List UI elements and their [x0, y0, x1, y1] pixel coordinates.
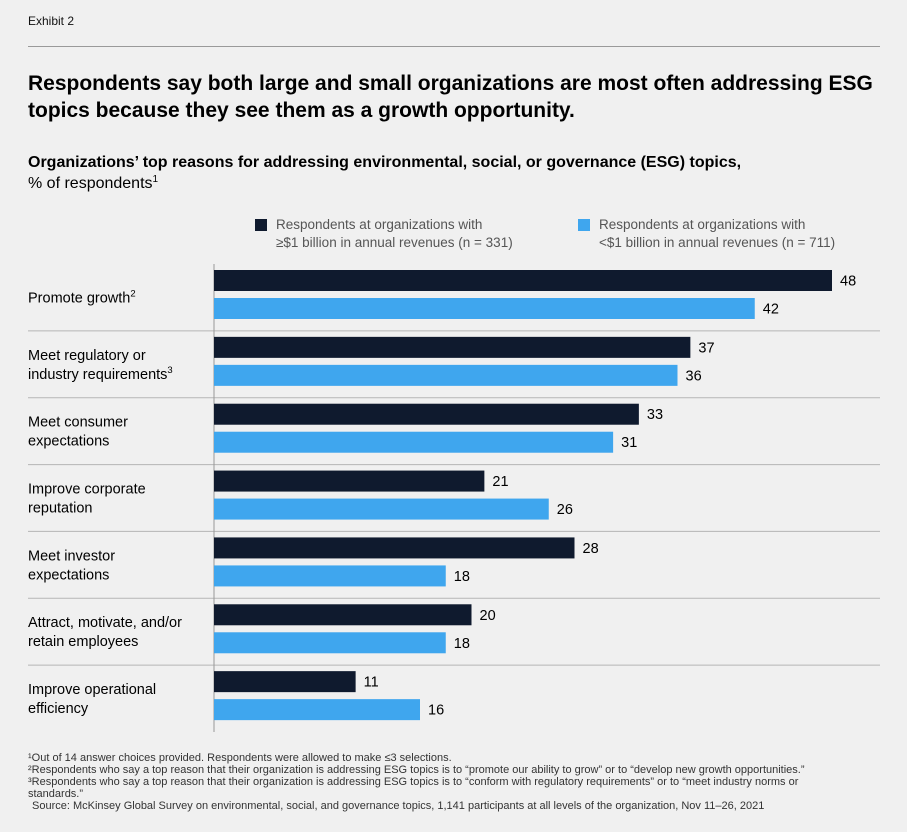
category-label: Improve corporate reputation	[28, 482, 146, 517]
value-label: 16	[428, 703, 444, 719]
footnote-3-cont: standards.”	[28, 788, 84, 800]
value-label: 20	[480, 608, 496, 624]
value-label: 21	[492, 474, 508, 490]
value-label: 33	[647, 407, 663, 423]
bar-large-orgs	[214, 537, 575, 559]
category-label: Promote growth2	[28, 288, 136, 306]
subtitle-main: Organizations’ top reasons for addressin…	[28, 154, 742, 171]
top-divider	[28, 46, 880, 47]
bar-small-orgs	[214, 364, 678, 386]
footnote-1: ¹Out of 14 answer choices provided. Resp…	[28, 752, 452, 764]
bar-small-orgs	[214, 632, 446, 654]
bar-large-orgs	[214, 604, 472, 626]
bar-large-orgs	[214, 671, 356, 693]
category-label: Improve operational efficiency	[28, 682, 156, 717]
bar-large-orgs	[214, 403, 639, 425]
legend-swatch-dark	[255, 219, 267, 231]
category-label: Meet regulatory or industry requirements3	[28, 348, 173, 383]
footnotes: ¹Out of 14 answer choices provided. Resp…	[28, 752, 888, 812]
source-note: Source: McKinsey Global Survey on enviro…	[32, 800, 765, 812]
value-label: 31	[621, 435, 637, 451]
bar-small-orgs	[214, 431, 614, 453]
legend-item-large-orgs: Respondents at organizations with ≥$1 bi…	[255, 216, 555, 252]
category-label: Meet consumer expectations	[28, 415, 128, 450]
bar-chart: Promote growth2 48 42 Meet regulatory or ind…	[28, 264, 880, 732]
legend-item-small-orgs: Respondents at organizations with <$1 bi…	[578, 216, 878, 252]
value-label: 18	[454, 636, 470, 652]
bar-small-orgs	[214, 498, 549, 520]
category-label: Attract, motivate, and/or retain employee…	[28, 615, 182, 650]
bar-large-orgs	[214, 336, 691, 358]
legend-text-light: Respondents at organizations with <$1 bi…	[599, 216, 835, 252]
legend-light-line1: Respondents at organizations with	[599, 217, 806, 232]
legend-text-dark: Respondents at organizations with ≥$1 bi…	[276, 216, 513, 252]
value-label: 48	[840, 274, 856, 290]
legend-light-line2: <$1 billion in annual revenues (n = 711)	[599, 235, 836, 250]
legend-swatch-light	[578, 219, 590, 231]
bar-small-orgs	[214, 699, 420, 721]
chart-subtitle: Organizations’ top reasons for addressin…	[28, 152, 888, 194]
value-label: 37	[698, 340, 714, 356]
value-label: 26	[557, 502, 573, 518]
bar-small-orgs	[214, 298, 755, 319]
bar-large-orgs	[214, 270, 832, 291]
footnote-3: ³Respondents who say a top reason that t…	[28, 776, 799, 788]
page-title: Respondents say both large and small org…	[28, 72, 873, 122]
subtitle-unit-text: % of respondents	[28, 175, 153, 192]
value-label: 42	[763, 302, 779, 318]
bar-large-orgs	[214, 470, 485, 492]
exhibit-label: Exhibit 2	[28, 14, 75, 28]
value-label: 11	[364, 675, 379, 691]
legend-dark-line2: ≥$1 billion in annual revenues (n = 331)	[276, 235, 513, 250]
subtitle-unit: % of respondents1	[28, 173, 888, 194]
value-label: 18	[454, 569, 470, 585]
legend-dark-line1: Respondents at organizations with	[276, 217, 483, 232]
footnote-2: ²Respondents who say a top reason that t…	[28, 764, 805, 776]
bar-small-orgs	[214, 565, 446, 587]
value-label: 28	[583, 541, 599, 557]
category-label: Meet investor expectations	[28, 548, 115, 583]
subtitle-footnote-marker: 1	[152, 174, 159, 185]
value-label: 36	[686, 368, 702, 384]
